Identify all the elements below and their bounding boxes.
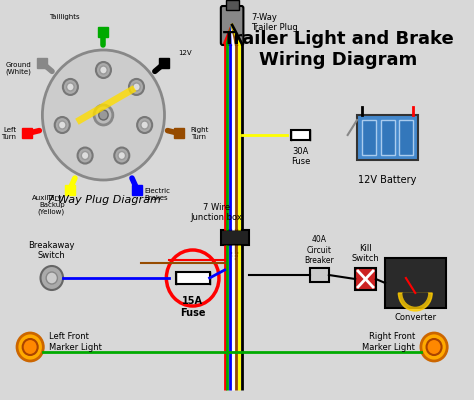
Text: Left Front
Marker Light: Left Front Marker Light (49, 332, 102, 352)
Text: 15A
Fuse: 15A Fuse (180, 296, 205, 318)
Text: Breakaway
Switch: Breakaway Switch (28, 240, 75, 260)
Bar (381, 120, 395, 155)
Circle shape (99, 110, 108, 120)
Bar (226, 0, 239, 10)
Text: 7-Way Plug Diagram: 7-Way Plug Diagram (46, 195, 160, 205)
Text: 12V Battery: 12V Battery (358, 175, 416, 185)
Text: Right Front
Marker Light: Right Front Marker Light (363, 332, 415, 352)
Text: Trailer Light and Brake
Wiring Diagram: Trailer Light and Brake Wiring Diagram (223, 30, 454, 69)
Text: 7-Way
Trailer Plug: 7-Way Trailer Plug (251, 13, 298, 32)
Circle shape (17, 333, 43, 361)
Circle shape (40, 266, 63, 290)
Text: Electric
Brakes: Electric Brakes (145, 188, 171, 201)
Circle shape (42, 50, 164, 180)
Circle shape (421, 333, 447, 361)
Bar (292, 130, 310, 140)
Circle shape (58, 121, 66, 129)
Circle shape (100, 66, 107, 74)
Circle shape (427, 339, 442, 355)
Bar (176, 272, 210, 284)
Circle shape (118, 152, 126, 160)
Bar (362, 120, 376, 155)
Bar (385, 258, 447, 308)
Bar (355, 268, 376, 290)
Text: Ground
(White): Ground (White) (5, 62, 31, 75)
Circle shape (94, 105, 113, 125)
Text: Taillights: Taillights (49, 14, 80, 20)
Text: Auxiliary/
Backup
(Yellow): Auxiliary/ Backup (Yellow) (32, 194, 65, 215)
Wedge shape (398, 293, 432, 311)
Text: Left
Turn: Left Turn (1, 127, 16, 140)
Circle shape (129, 79, 144, 95)
Bar (221, 230, 249, 245)
Bar (310, 268, 329, 282)
Bar (357, 115, 418, 160)
Circle shape (141, 121, 148, 129)
Circle shape (46, 272, 57, 284)
Circle shape (137, 117, 152, 133)
Text: Right
Turn: Right Turn (191, 127, 209, 140)
Wedge shape (403, 293, 428, 306)
Text: 7 Wire
Junction box: 7 Wire Junction box (190, 202, 242, 222)
Text: 12V: 12V (179, 50, 192, 56)
Text: Converter: Converter (394, 313, 437, 322)
FancyBboxPatch shape (221, 6, 243, 45)
Circle shape (63, 79, 78, 95)
Circle shape (67, 83, 74, 91)
Circle shape (78, 148, 92, 164)
Text: 40A
Circuit
Breaker: 40A Circuit Breaker (305, 235, 334, 265)
Circle shape (55, 117, 70, 133)
Text: 30A
Fuse: 30A Fuse (291, 147, 310, 166)
Circle shape (114, 148, 129, 164)
Text: Kill
Switch: Kill Switch (352, 244, 379, 263)
Circle shape (23, 339, 38, 355)
Circle shape (133, 83, 140, 91)
Circle shape (82, 152, 89, 160)
Bar (399, 120, 413, 155)
Circle shape (96, 62, 111, 78)
